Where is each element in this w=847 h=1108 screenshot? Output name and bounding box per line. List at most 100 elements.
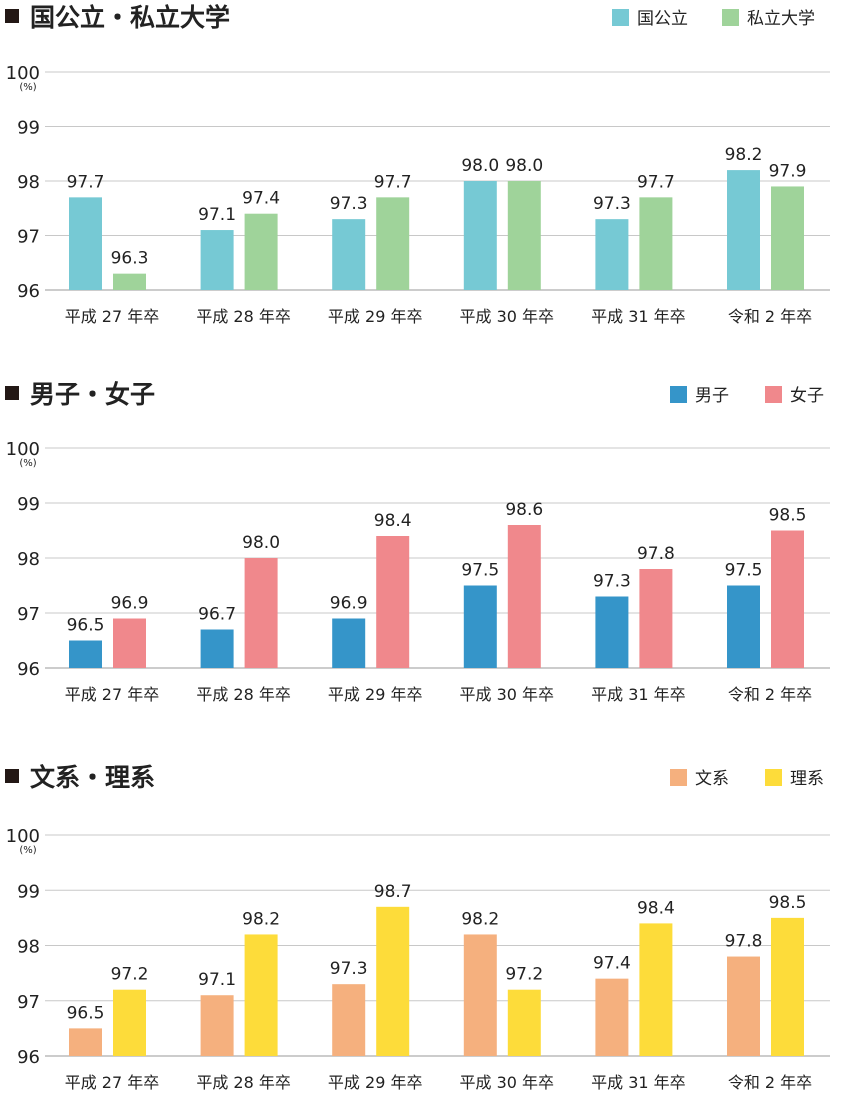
x-tick-label: 平成 31 年卒 bbox=[591, 685, 686, 704]
bar bbox=[244, 934, 278, 1056]
data-label: 97.3 bbox=[593, 194, 631, 214]
data-label: 96.7 bbox=[198, 605, 236, 625]
title-square-icon bbox=[5, 386, 19, 400]
chart-2: 男子・女子 男子 女子 96 97 98 99 100(%) 96.5 96.9 平成 27 年卒 9… bbox=[5, 380, 830, 704]
y-tick-label: 99 bbox=[17, 494, 40, 515]
bar bbox=[113, 273, 146, 290]
bar bbox=[639, 569, 673, 668]
data-label: 97.3 bbox=[330, 194, 368, 214]
bar bbox=[727, 170, 760, 290]
chart-title: 国公立・私立大学 bbox=[30, 3, 230, 32]
data-label: 98.2 bbox=[461, 909, 499, 929]
data-label: 98.5 bbox=[769, 893, 807, 913]
data-label: 98.0 bbox=[505, 156, 543, 176]
data-label: 98.0 bbox=[461, 156, 499, 176]
bar bbox=[463, 181, 497, 290]
legend-swatch bbox=[670, 769, 687, 786]
y-tick-label: 99 bbox=[17, 881, 40, 902]
y-tick-label: 96 bbox=[17, 1047, 40, 1068]
y-tick-label: 96 bbox=[17, 281, 40, 302]
bar bbox=[507, 181, 541, 290]
bar bbox=[639, 923, 673, 1056]
title-square-icon bbox=[5, 9, 19, 23]
x-tick-label: 平成 27 年卒 bbox=[65, 307, 160, 326]
data-label: 97.5 bbox=[461, 561, 499, 581]
legend-label: 文系 bbox=[695, 769, 729, 789]
data-label: 98.4 bbox=[637, 898, 675, 918]
x-tick-label: 平成 30 年卒 bbox=[460, 1073, 555, 1092]
y-tick-label: 98 bbox=[17, 549, 40, 570]
x-tick-label: 令和 2 年卒 bbox=[728, 307, 812, 326]
bar bbox=[69, 1028, 102, 1056]
bar bbox=[771, 917, 804, 1056]
y-tick-label: 98 bbox=[17, 172, 40, 193]
data-label: 98.7 bbox=[374, 882, 412, 902]
y-tick-label: 100 bbox=[6, 439, 40, 460]
bar bbox=[595, 978, 629, 1056]
legend-swatch bbox=[722, 9, 739, 26]
legend-label: 私立大学 bbox=[747, 9, 815, 29]
legend-swatch bbox=[765, 386, 782, 403]
bar bbox=[69, 197, 102, 290]
legend-swatch bbox=[670, 386, 687, 403]
y-tick-label: 97 bbox=[17, 604, 40, 625]
bar bbox=[332, 984, 366, 1056]
legend-swatch bbox=[765, 769, 782, 786]
bar bbox=[69, 640, 102, 668]
bar bbox=[332, 618, 366, 668]
bar bbox=[727, 956, 760, 1056]
x-tick-label: 平成 31 年卒 bbox=[591, 1073, 686, 1092]
data-label: 97.3 bbox=[593, 572, 631, 592]
bar bbox=[595, 596, 629, 668]
bar bbox=[376, 197, 410, 290]
data-label: 98.2 bbox=[725, 145, 763, 165]
bar bbox=[376, 536, 410, 668]
bar bbox=[113, 618, 146, 668]
data-label: 97.7 bbox=[374, 172, 412, 192]
bar bbox=[200, 995, 234, 1056]
legend-label: 男子 bbox=[695, 386, 729, 406]
bar bbox=[244, 558, 278, 668]
data-label: 96.3 bbox=[111, 249, 149, 269]
bar bbox=[595, 219, 629, 290]
bar bbox=[771, 186, 804, 290]
x-tick-label: 平成 28 年卒 bbox=[196, 1073, 291, 1092]
data-label: 97.1 bbox=[198, 970, 236, 990]
data-label: 96.9 bbox=[111, 594, 149, 614]
data-label: 98.6 bbox=[505, 500, 543, 520]
y-tick-label: 100 bbox=[6, 826, 40, 847]
data-label: 97.4 bbox=[593, 954, 631, 974]
data-label: 98.5 bbox=[769, 506, 807, 526]
data-label: 98.0 bbox=[242, 533, 280, 553]
y-unit-label: (%) bbox=[19, 845, 36, 856]
x-tick-label: 平成 29 年卒 bbox=[328, 1073, 423, 1092]
y-unit-label: (%) bbox=[19, 82, 36, 93]
x-tick-label: 平成 29 年卒 bbox=[328, 307, 423, 326]
data-label: 98.2 bbox=[242, 909, 280, 929]
legend-swatch bbox=[612, 9, 629, 26]
data-label: 96.5 bbox=[67, 616, 105, 636]
x-tick-label: 平成 28 年卒 bbox=[196, 307, 291, 326]
x-tick-label: 平成 30 年卒 bbox=[460, 685, 555, 704]
y-unit-label: (%) bbox=[19, 458, 36, 469]
bar bbox=[200, 629, 234, 668]
data-label: 97.7 bbox=[67, 172, 105, 192]
data-label: 96.5 bbox=[67, 1003, 105, 1023]
legend-label: 女子 bbox=[790, 386, 824, 406]
data-label: 97.1 bbox=[198, 205, 236, 225]
y-tick-label: 96 bbox=[17, 659, 40, 680]
x-tick-label: 平成 30 年卒 bbox=[460, 307, 555, 326]
x-tick-label: 平成 29 年卒 bbox=[328, 685, 423, 704]
x-tick-label: 平成 27 年卒 bbox=[65, 1073, 160, 1092]
bar bbox=[727, 585, 760, 668]
x-tick-label: 令和 2 年卒 bbox=[728, 685, 812, 704]
bar bbox=[507, 989, 541, 1056]
y-tick-label: 98 bbox=[17, 937, 40, 958]
x-tick-label: 平成 28 年卒 bbox=[196, 685, 291, 704]
data-label: 97.8 bbox=[725, 932, 763, 952]
data-label: 97.7 bbox=[637, 172, 675, 192]
chart-title: 男子・女子 bbox=[30, 380, 155, 409]
bar bbox=[507, 525, 541, 668]
data-label: 97.4 bbox=[242, 189, 280, 209]
